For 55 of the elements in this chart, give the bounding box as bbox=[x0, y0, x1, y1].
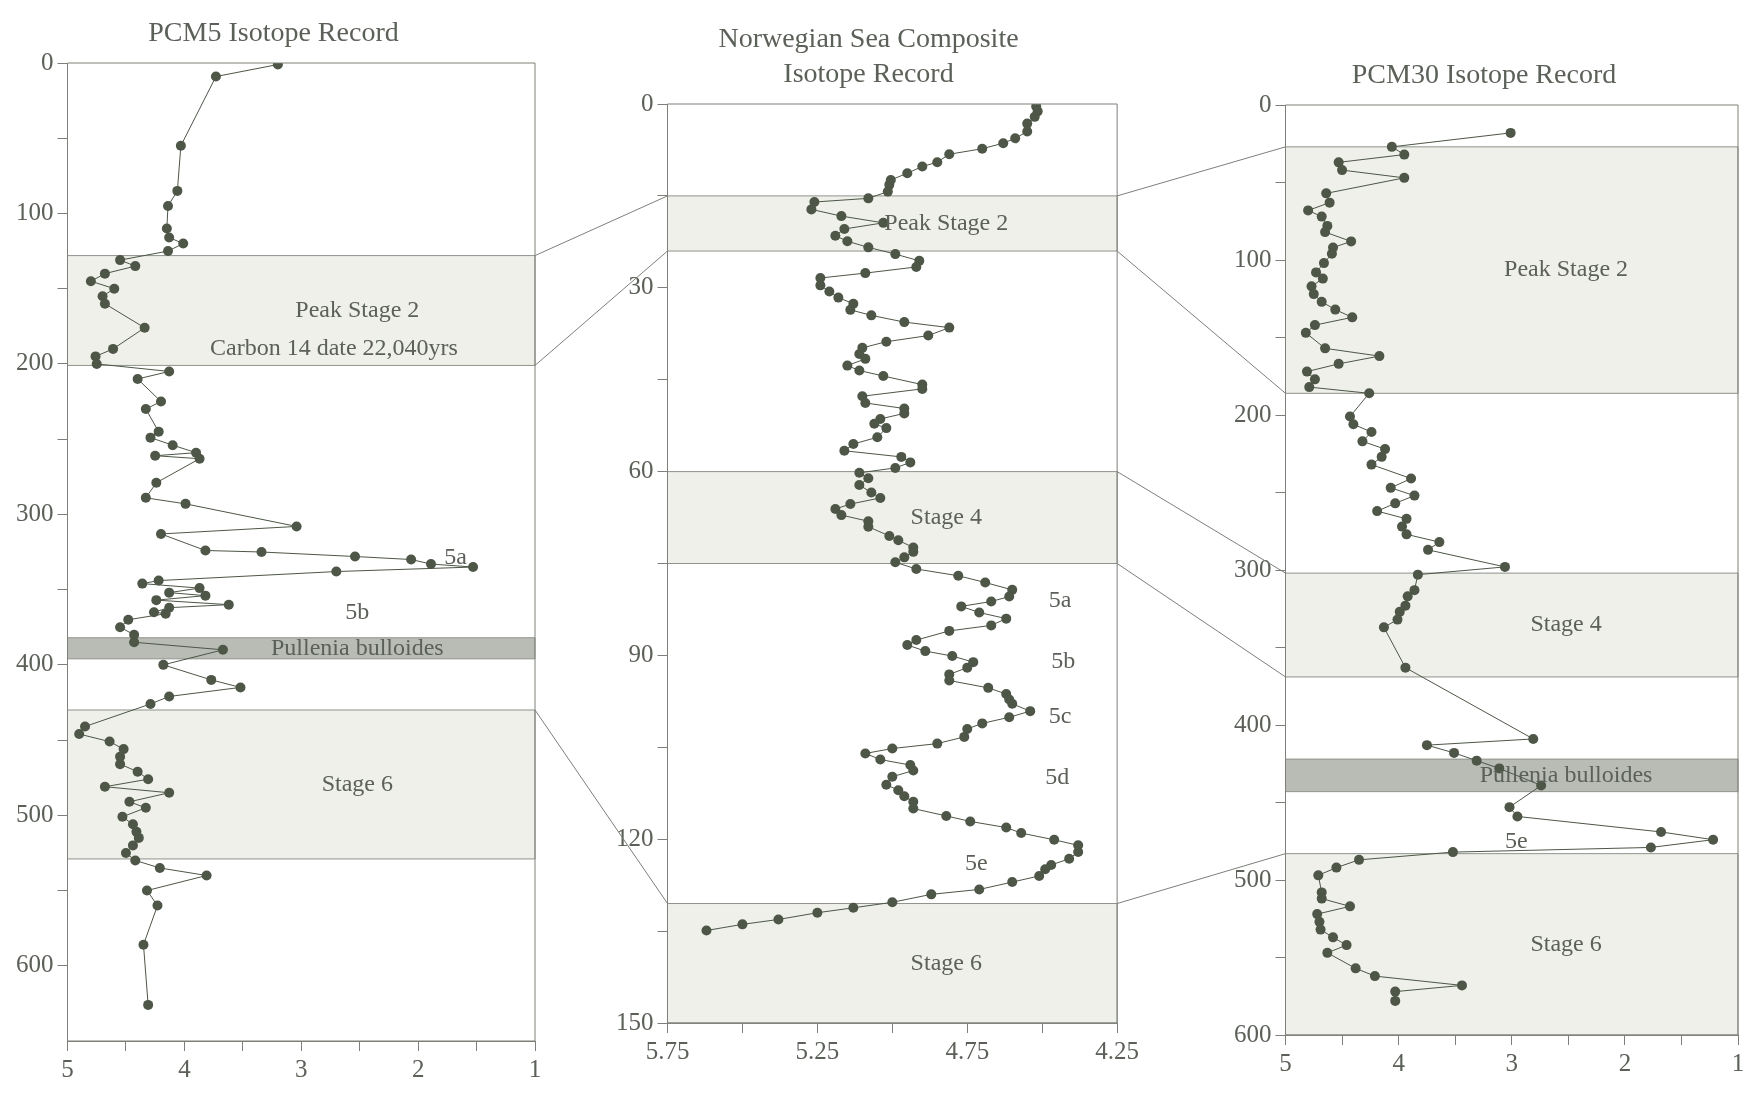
x-tick-label: 2 bbox=[411, 1054, 425, 1082]
chart-title: PCM5 Isotope Record bbox=[148, 15, 399, 47]
x-tick-label: 4.25 bbox=[1095, 1036, 1139, 1064]
y-tick-label: 150 bbox=[616, 1007, 654, 1035]
band-label: Peak Stage 2 bbox=[295, 295, 420, 322]
annotation: 5b bbox=[345, 597, 370, 624]
band-label: Stage 4 bbox=[910, 502, 982, 529]
x-tick-label: 5.25 bbox=[795, 1036, 840, 1064]
annotation: 5c bbox=[1048, 702, 1072, 729]
y-tick-label: 100 bbox=[16, 198, 54, 226]
y-tick-label: 400 bbox=[1234, 709, 1272, 737]
y-tick-label: 300 bbox=[16, 498, 54, 526]
chart-title: PCM30 Isotope Record bbox=[1351, 57, 1617, 89]
x-tick-label: 2 bbox=[1618, 1048, 1632, 1076]
x-tick-label: 3 bbox=[295, 1054, 308, 1082]
annotation: Carbon 14 date 22,040yrs bbox=[209, 333, 458, 360]
y-tick-label: 0 bbox=[1259, 89, 1272, 117]
x-tick-label: 4 bbox=[1392, 1048, 1406, 1076]
y-tick-label: 600 bbox=[1234, 1019, 1272, 1047]
y-tick-label: 500 bbox=[1234, 864, 1272, 892]
annotation: 5a bbox=[1048, 585, 1072, 612]
x-tick-label: 4 bbox=[178, 1054, 192, 1082]
band-label: Peak Stage 2 bbox=[1504, 255, 1629, 282]
y-tick-label: 30 bbox=[628, 272, 654, 300]
x-tick-label: 1 bbox=[1731, 1048, 1745, 1076]
y-tick-label: 0 bbox=[41, 47, 54, 75]
chart-title: Norwegian Sea Composite Isotope Record bbox=[718, 21, 1019, 88]
x-tick-label: 4.75 bbox=[945, 1036, 990, 1064]
annotation: 5a bbox=[444, 543, 468, 570]
y-tick-label: 200 bbox=[16, 348, 54, 376]
band-label: Peak Stage 2 bbox=[884, 208, 1009, 235]
annotation: 5b bbox=[1051, 647, 1076, 674]
y-tick-label: 120 bbox=[616, 823, 654, 851]
y-tick-label: 0 bbox=[641, 88, 654, 116]
y-tick-label: 200 bbox=[1234, 399, 1272, 427]
band-label: Stage 6 bbox=[910, 948, 982, 975]
band-label: Stage 6 bbox=[321, 769, 394, 796]
y-tick-label: 300 bbox=[1234, 554, 1272, 582]
y-tick-label: 100 bbox=[1234, 244, 1272, 272]
x-tick-label: 5 bbox=[1279, 1048, 1292, 1076]
y-tick-label: 500 bbox=[16, 799, 54, 827]
y-tick-label: 60 bbox=[628, 456, 654, 484]
annotation: 5e bbox=[1504, 826, 1528, 853]
x-tick-label: 5 bbox=[61, 1054, 74, 1082]
band-label: Stage 4 bbox=[1530, 610, 1602, 637]
band-label: Pullenia bulloides bbox=[271, 633, 444, 660]
annotation: 5e bbox=[965, 849, 988, 876]
y-tick-label: 90 bbox=[628, 639, 654, 667]
y-tick-label: 400 bbox=[16, 649, 54, 677]
annotation: 5d bbox=[1045, 762, 1070, 789]
band-label: Stage 6 bbox=[1530, 929, 1602, 956]
y-tick-label: 600 bbox=[16, 950, 54, 978]
x-tick-label: 1 bbox=[528, 1054, 542, 1082]
x-tick-label: 3 bbox=[1505, 1048, 1518, 1076]
x-tick-label: 5.75 bbox=[645, 1036, 690, 1064]
